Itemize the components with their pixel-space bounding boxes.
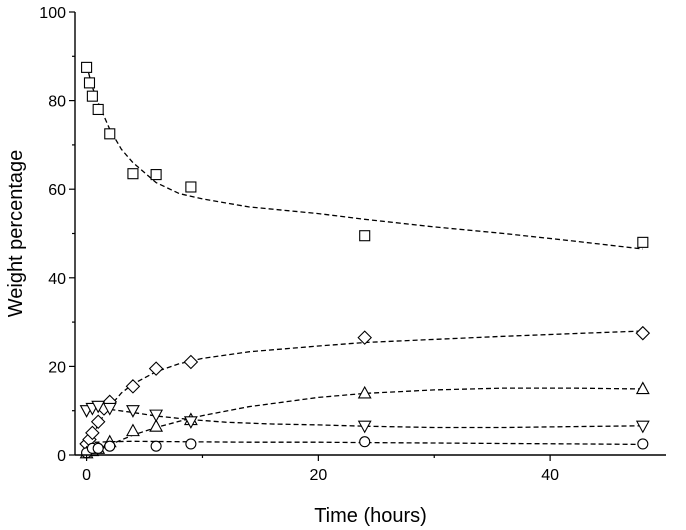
square-point — [127, 168, 139, 180]
triangle-down-point — [635, 420, 650, 434]
diamond-point — [90, 414, 106, 430]
diamond-point — [85, 425, 100, 441]
y-tick-label: 100 — [39, 5, 66, 22]
square-point — [150, 169, 162, 181]
y-tick-label: 20 — [48, 359, 66, 376]
triangle-down-point — [357, 420, 372, 434]
triangle-up-point — [635, 381, 650, 395]
square-point — [637, 236, 649, 248]
x-tick-label: 40 — [541, 467, 559, 484]
triangle-up-point — [126, 423, 140, 437]
y-tick-label: 0 — [57, 448, 66, 465]
y-axis-label: Weight percentage — [5, 150, 27, 318]
circle-point — [637, 438, 649, 450]
triangle-down-point — [183, 416, 198, 429]
diamond-point — [357, 330, 372, 345]
square-point — [83, 77, 96, 89]
diamond-point — [183, 354, 199, 370]
square-point — [81, 61, 93, 73]
diamond-point — [148, 361, 164, 376]
circle-point — [92, 442, 104, 454]
circle-point — [150, 440, 162, 452]
diamond-point — [635, 325, 651, 341]
y-tick-label: 80 — [48, 94, 66, 111]
data-markers — [79, 61, 651, 459]
diamond-point — [125, 379, 141, 394]
triangle-down-point — [149, 409, 164, 423]
triangle-up-fit-curve — [86, 387, 643, 456]
y-axis-ticks: 0 20 40 60 80 100 — [39, 5, 75, 465]
circle-point — [185, 438, 197, 450]
y-tick-label: 40 — [48, 271, 66, 288]
square-point — [104, 128, 116, 140]
circle-fit-curve — [86, 440, 643, 446]
circle-point — [104, 440, 116, 452]
triangle-up-point — [149, 419, 164, 432]
triangle-down-point — [91, 400, 106, 414]
triangle-up-point — [357, 385, 372, 399]
square-point — [92, 103, 104, 116]
circle-point — [359, 436, 371, 448]
triangle-down-point — [102, 402, 117, 416]
x-tick-label: 0 — [82, 467, 91, 484]
square-point — [86, 90, 98, 102]
x-axis-label: Time (hours) — [314, 505, 427, 527]
y-tick-label: 60 — [48, 182, 66, 199]
square-point — [359, 230, 371, 242]
square-fit-curve — [85, 65, 643, 250]
triangle-down-point — [126, 405, 140, 418]
x-axis-ticks: 0 20 40 — [82, 455, 559, 484]
x-tick-label: 20 — [309, 467, 327, 484]
triangle-down-fit-curve — [86, 405, 643, 429]
square-point — [185, 181, 197, 193]
